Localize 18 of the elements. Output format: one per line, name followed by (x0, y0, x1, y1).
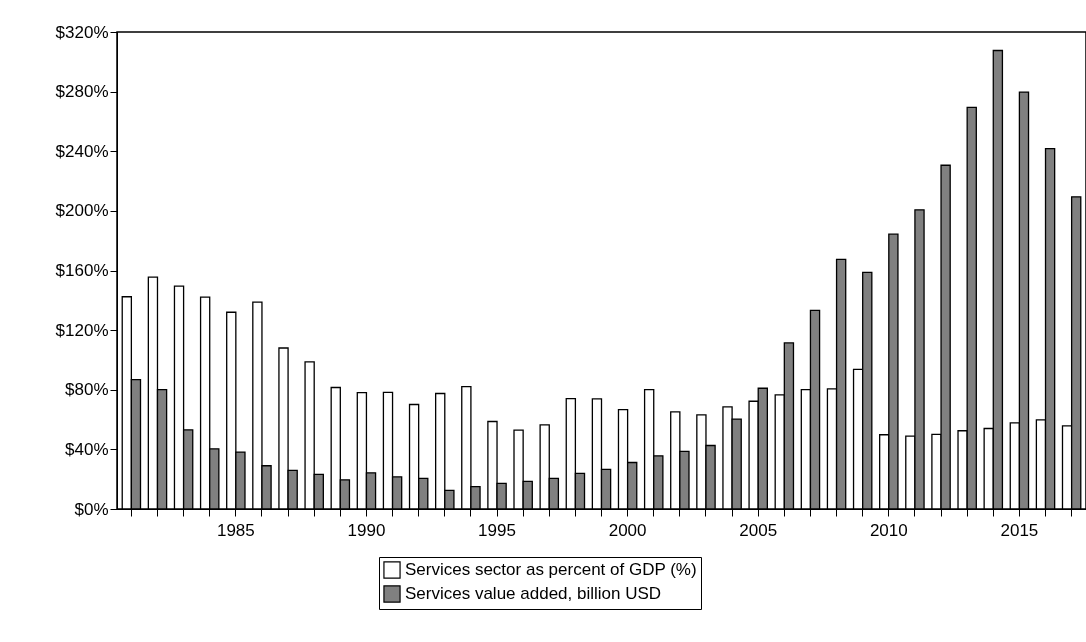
x-tick-label: 2005 (739, 520, 778, 540)
y-tick-label: $280% (55, 82, 109, 102)
legend-label: Services sector as percent of GDP (%) (405, 560, 697, 579)
x-tick-label: 1985 (216, 520, 255, 540)
x-tick-label: 2010 (869, 520, 908, 540)
y-tick-label: $0% (74, 499, 109, 519)
y-tick-label: $240% (55, 141, 109, 161)
x-tick-label: 1990 (347, 520, 386, 540)
x-tick-label: 2000 (608, 520, 647, 540)
y-tick-label: $40% (65, 439, 109, 459)
x-tick-label: 2015 (1000, 520, 1039, 540)
x-tick-label: 1995 (478, 520, 516, 540)
y-tick-label: $160% (55, 261, 109, 280)
y-tick-label: $80% (65, 380, 109, 400)
y-tick-label: $200% (55, 201, 109, 221)
y-tick-label: $320% (55, 22, 109, 42)
legend-label: Services value added, billion USD (405, 584, 662, 603)
y-tick-label: $120% (55, 320, 109, 340)
